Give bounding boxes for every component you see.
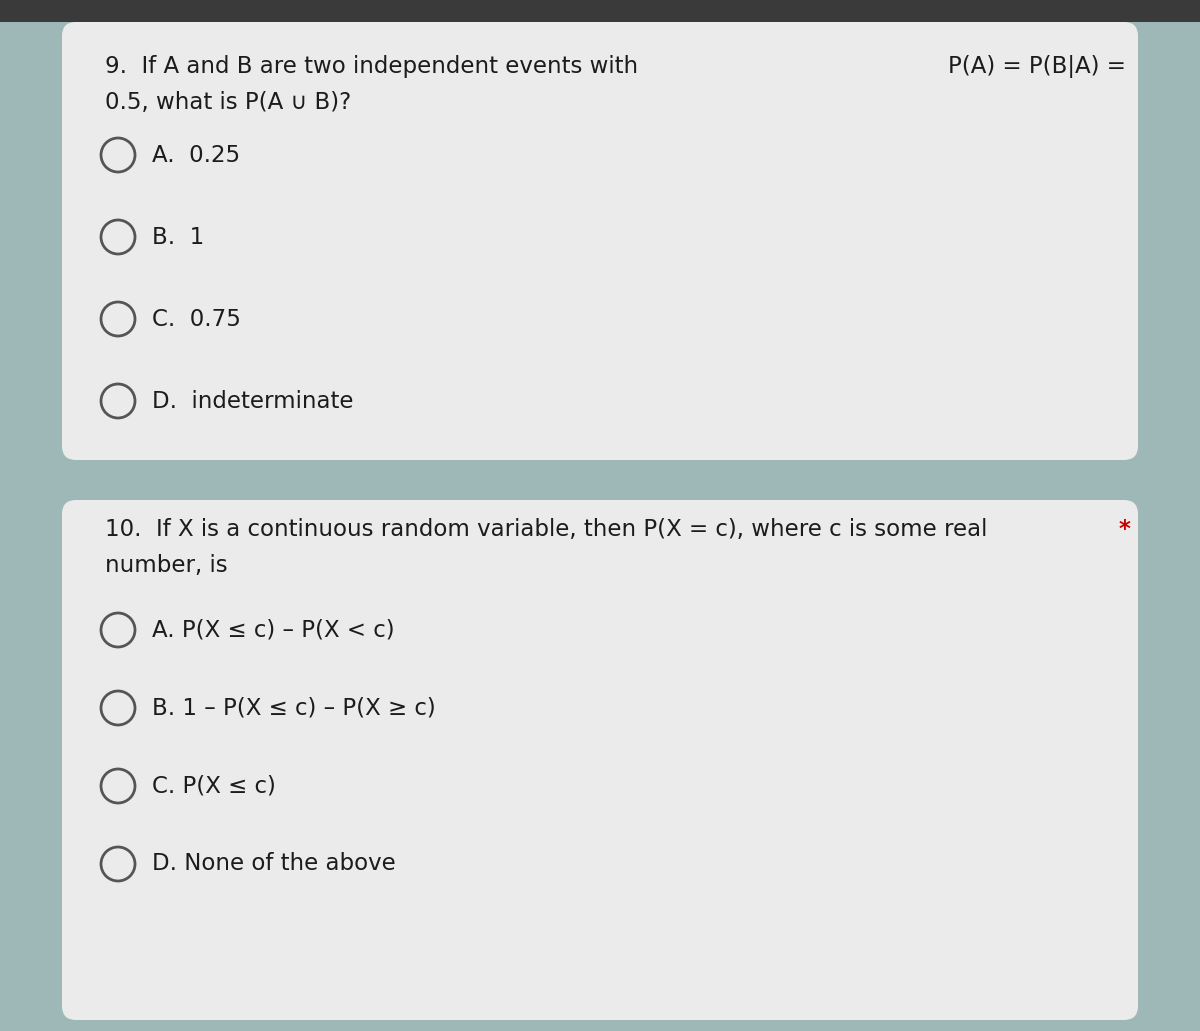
Text: A. P(X ≤ c) – P(X < c): A. P(X ≤ c) – P(X < c): [152, 619, 395, 641]
Text: 9.  If A and B are two independent events with: 9. If A and B are two independent events…: [106, 55, 638, 78]
Text: C. P(X ≤ c): C. P(X ≤ c): [152, 774, 276, 798]
Text: A.  0.25: A. 0.25: [152, 143, 240, 166]
Text: D.  indeterminate: D. indeterminate: [152, 390, 354, 412]
Text: C.  0.75: C. 0.75: [152, 307, 241, 331]
Text: B. 1 – P(X ≤ c) – P(X ≥ c): B. 1 – P(X ≤ c) – P(X ≥ c): [152, 697, 436, 720]
Text: P(A) = P(B|A) =: P(A) = P(B|A) =: [948, 55, 1126, 78]
Text: D. None of the above: D. None of the above: [152, 853, 396, 875]
FancyBboxPatch shape: [62, 22, 1138, 460]
Text: number, is: number, is: [106, 554, 228, 577]
FancyBboxPatch shape: [62, 500, 1138, 1020]
Text: 10.  If X is a continuous random variable, then P(X = c), where c is some real: 10. If X is a continuous random variable…: [106, 518, 988, 541]
Text: B.  1: B. 1: [152, 226, 204, 248]
Text: *: *: [1118, 518, 1130, 541]
Bar: [0, 0, 1200, 22]
Text: 0.5, what is P(A ∪ B)?: 0.5, what is P(A ∪ B)?: [106, 91, 352, 114]
